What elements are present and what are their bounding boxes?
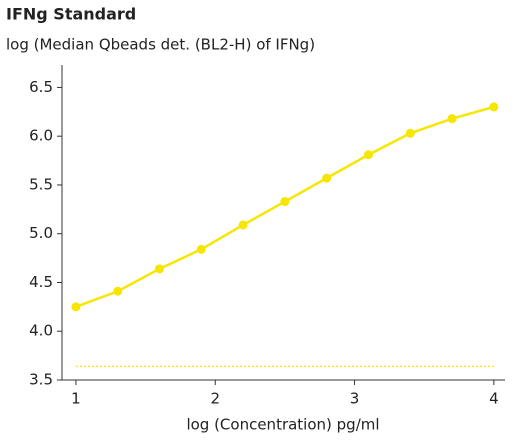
chart-subtitle: log (Median Qbeads det. (BL2-H) of IFNg) bbox=[6, 36, 315, 54]
data-point bbox=[363, 150, 373, 160]
y-tick-label: 3.5 bbox=[29, 371, 53, 389]
data-point bbox=[447, 114, 457, 124]
data-point bbox=[238, 220, 248, 230]
data-point bbox=[280, 197, 290, 207]
series-line bbox=[75, 105, 495, 309]
chart-title: IFNg Standard bbox=[6, 5, 136, 24]
data-point bbox=[322, 173, 332, 183]
x-axis-label: log (Concentration) pg/ml bbox=[186, 416, 379, 434]
y-tick-label: 5.5 bbox=[29, 175, 53, 193]
data-point bbox=[196, 244, 206, 254]
x-tick-label: 3 bbox=[350, 390, 360, 408]
y-tick-label: 4.0 bbox=[29, 322, 53, 340]
x-tick-label: 4 bbox=[489, 390, 499, 408]
y-tick-label: 5.0 bbox=[29, 224, 53, 242]
y-tick-label: 6.0 bbox=[29, 127, 53, 145]
x-tick-label: 2 bbox=[210, 390, 220, 408]
data-point bbox=[155, 264, 165, 274]
x-tick-label: 1 bbox=[71, 390, 81, 408]
data-point bbox=[113, 286, 123, 296]
data-point bbox=[489, 102, 499, 112]
y-tick-label: 6.5 bbox=[29, 78, 53, 96]
y-tick-label: 4.5 bbox=[29, 273, 53, 291]
data-point bbox=[405, 128, 415, 138]
data-point bbox=[71, 302, 81, 312]
